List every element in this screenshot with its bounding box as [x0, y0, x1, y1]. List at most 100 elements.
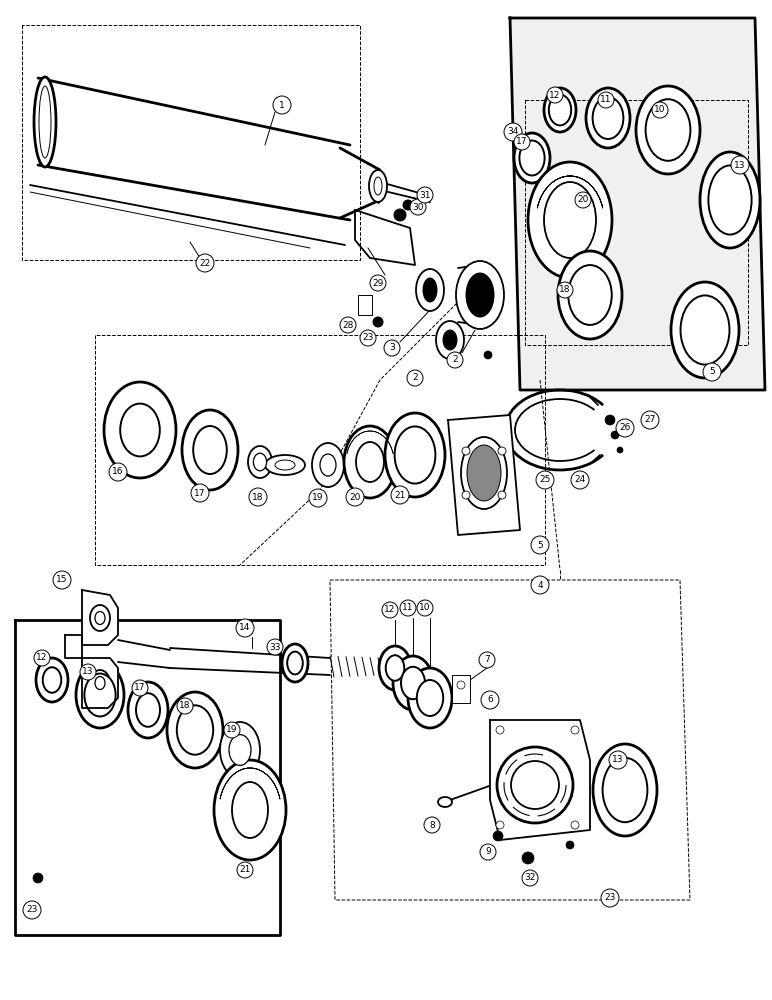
Text: 12: 12 — [384, 605, 396, 614]
Ellipse shape — [287, 652, 303, 674]
Circle shape — [236, 619, 254, 637]
Ellipse shape — [514, 133, 550, 183]
Circle shape — [346, 488, 364, 506]
Text: 4: 4 — [537, 580, 543, 589]
Ellipse shape — [593, 744, 657, 836]
Circle shape — [522, 852, 534, 864]
Ellipse shape — [128, 682, 168, 738]
Ellipse shape — [214, 760, 286, 860]
Circle shape — [400, 600, 416, 616]
Polygon shape — [65, 635, 82, 658]
Ellipse shape — [671, 282, 739, 378]
Circle shape — [498, 491, 506, 499]
Circle shape — [462, 447, 470, 455]
FancyBboxPatch shape — [452, 675, 470, 703]
Ellipse shape — [265, 455, 305, 475]
Circle shape — [132, 680, 148, 696]
Circle shape — [617, 447, 623, 453]
Ellipse shape — [282, 644, 308, 682]
Ellipse shape — [120, 404, 160, 456]
Circle shape — [514, 134, 530, 150]
Text: 15: 15 — [56, 576, 68, 584]
Circle shape — [391, 486, 409, 504]
Circle shape — [484, 351, 492, 359]
Circle shape — [566, 841, 574, 849]
Circle shape — [424, 817, 440, 833]
Ellipse shape — [438, 797, 452, 807]
Text: 2: 2 — [452, 356, 458, 364]
Circle shape — [33, 873, 43, 883]
Ellipse shape — [544, 88, 576, 132]
Text: 32: 32 — [524, 874, 536, 882]
Circle shape — [177, 698, 193, 714]
Circle shape — [23, 901, 41, 919]
Text: 8: 8 — [429, 820, 435, 830]
Circle shape — [34, 650, 50, 666]
Circle shape — [601, 889, 619, 907]
Circle shape — [403, 200, 413, 210]
Text: 12: 12 — [550, 91, 560, 100]
Text: 21: 21 — [394, 490, 406, 499]
Text: 11: 11 — [601, 96, 611, 104]
Circle shape — [191, 484, 209, 502]
Circle shape — [557, 282, 573, 298]
Circle shape — [496, 726, 504, 734]
Ellipse shape — [401, 667, 425, 699]
Ellipse shape — [423, 278, 437, 302]
Text: 29: 29 — [372, 278, 384, 288]
Ellipse shape — [84, 674, 116, 716]
Ellipse shape — [456, 261, 504, 329]
Ellipse shape — [253, 453, 266, 471]
Ellipse shape — [466, 273, 494, 317]
Circle shape — [417, 600, 433, 616]
Text: 17: 17 — [134, 684, 146, 692]
Ellipse shape — [385, 413, 445, 497]
Text: 13: 13 — [612, 756, 624, 764]
Ellipse shape — [636, 86, 700, 174]
Ellipse shape — [408, 668, 452, 728]
Text: 26: 26 — [619, 424, 631, 432]
Circle shape — [571, 471, 589, 489]
Circle shape — [598, 92, 614, 108]
Circle shape — [605, 415, 615, 425]
Circle shape — [703, 363, 721, 381]
Circle shape — [340, 317, 356, 333]
Circle shape — [652, 102, 668, 118]
Text: 21: 21 — [239, 865, 251, 874]
Polygon shape — [15, 620, 280, 935]
Circle shape — [267, 639, 283, 655]
Ellipse shape — [394, 426, 435, 484]
Circle shape — [616, 419, 634, 437]
Ellipse shape — [374, 177, 382, 195]
Text: 20: 20 — [577, 196, 589, 205]
Circle shape — [370, 275, 386, 291]
Circle shape — [462, 491, 470, 499]
Circle shape — [531, 536, 549, 554]
Ellipse shape — [467, 445, 501, 501]
Text: 31: 31 — [419, 190, 431, 200]
Circle shape — [224, 722, 240, 738]
Ellipse shape — [369, 170, 387, 202]
Ellipse shape — [443, 330, 457, 350]
Polygon shape — [510, 18, 765, 390]
Circle shape — [360, 330, 376, 346]
Text: 19: 19 — [226, 726, 238, 734]
Circle shape — [479, 652, 495, 668]
Circle shape — [382, 602, 398, 618]
Text: 6: 6 — [487, 696, 493, 704]
Ellipse shape — [379, 646, 411, 690]
Text: 20: 20 — [349, 492, 361, 502]
Text: 23: 23 — [362, 334, 374, 342]
Ellipse shape — [603, 758, 648, 822]
Ellipse shape — [136, 693, 160, 727]
Text: 10: 10 — [654, 105, 665, 114]
Ellipse shape — [182, 410, 238, 490]
Ellipse shape — [461, 437, 507, 509]
Text: 11: 11 — [402, 603, 414, 612]
Ellipse shape — [312, 443, 344, 487]
Text: 19: 19 — [312, 493, 323, 502]
Ellipse shape — [193, 426, 227, 474]
Circle shape — [481, 691, 499, 709]
Ellipse shape — [42, 667, 61, 693]
Ellipse shape — [167, 692, 223, 768]
